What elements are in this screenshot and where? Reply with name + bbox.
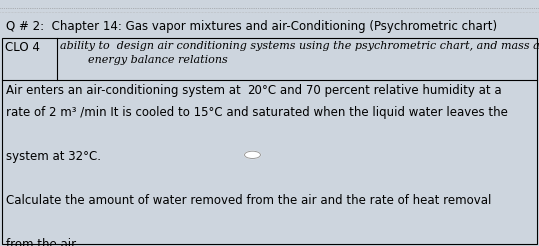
Text: Calculate the amount of water removed from the air and the rate of heat removal: Calculate the amount of water removed fr… (6, 194, 492, 207)
Text: Air enters an air-conditioning system at: Air enters an air-conditioning system at (6, 84, 245, 97)
Text: °C and 70 percent relative humidity at a: °C and 70 percent relative humidity at a (261, 84, 501, 97)
Text: from the air.: from the air. (6, 238, 79, 246)
Text: ability to  design air conditioning systems using the psychrometric chart, and m: ability to design air conditioning syste… (60, 41, 539, 51)
Circle shape (245, 151, 260, 158)
Text: rate of 2 m³ /min It is cooled to 15°C and saturated when the liquid water leave: rate of 2 m³ /min It is cooled to 15°C a… (6, 106, 508, 119)
Bar (2, 38, 537, 244)
Text: energy balance relations: energy balance relations (60, 55, 228, 65)
Text: system at 32°C.: system at 32°C. (6, 150, 101, 163)
Text: CLO 4: CLO 4 (5, 41, 40, 54)
Text: 20: 20 (247, 84, 262, 97)
Text: Q # 2:  Chapter 14: Gas vapor mixtures and air-Conditioning (Psychrometric chart: Q # 2: Chapter 14: Gas vapor mixtures an… (6, 20, 497, 33)
